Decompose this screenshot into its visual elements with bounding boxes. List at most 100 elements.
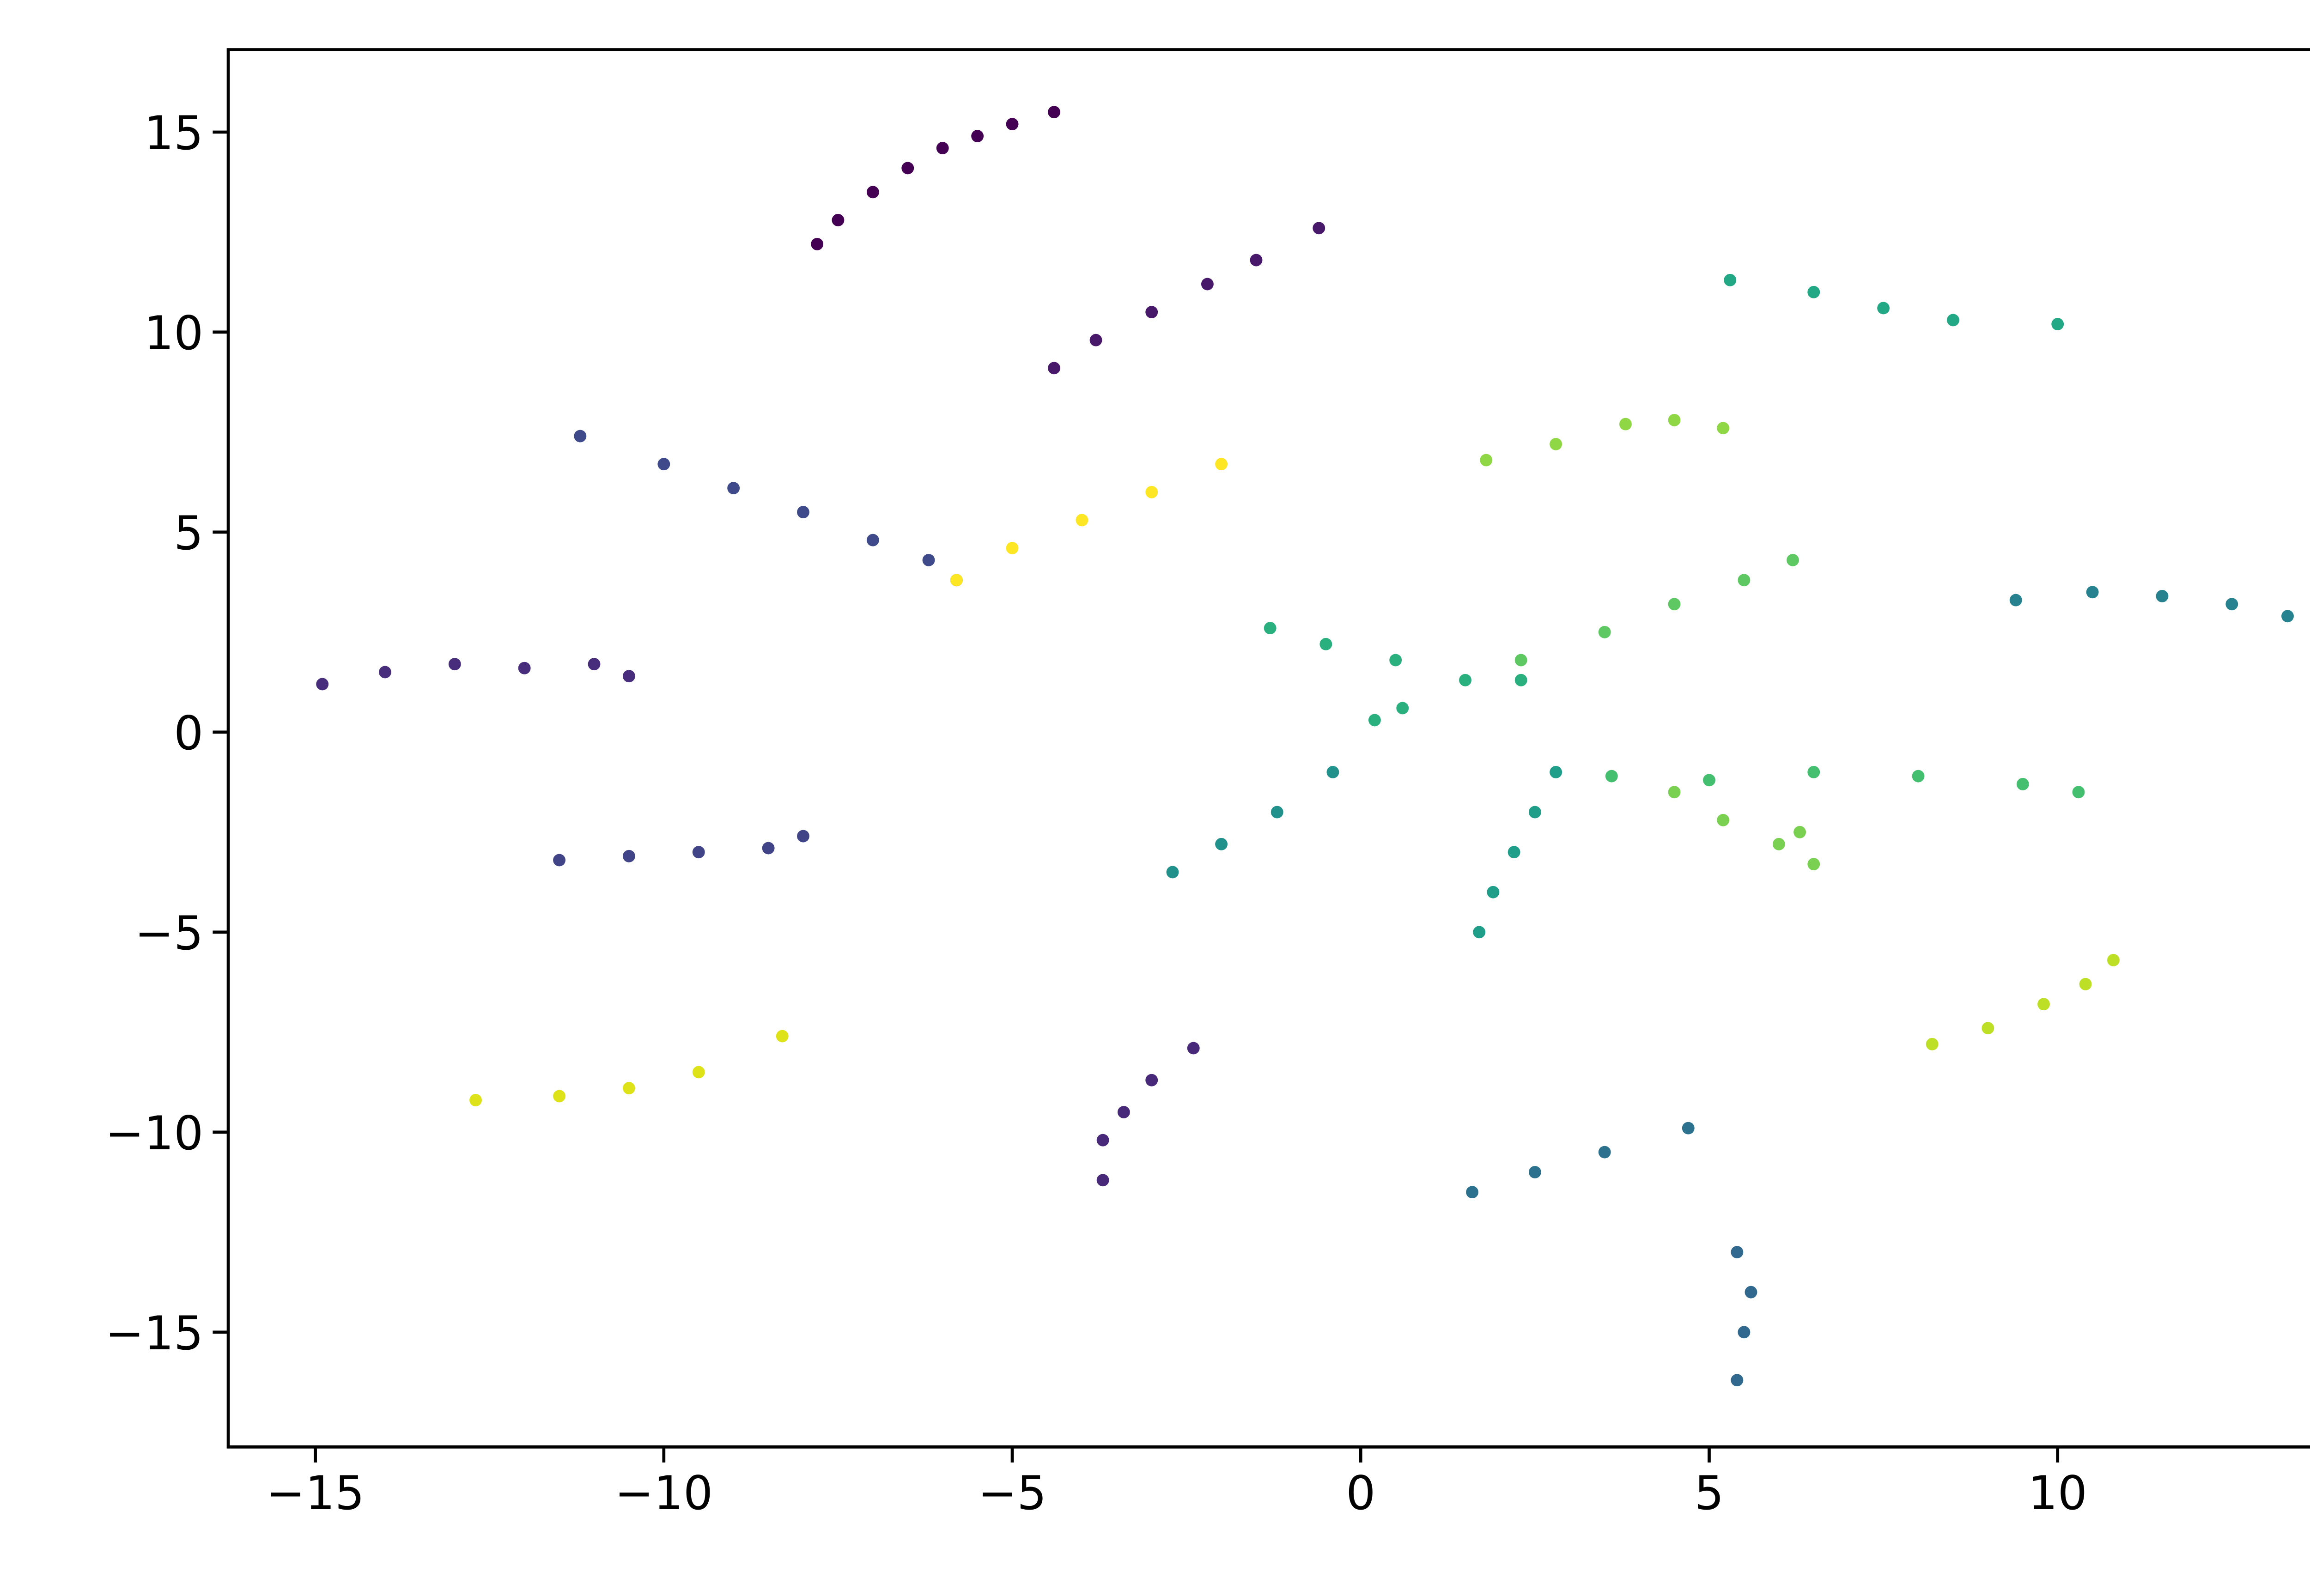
x-tick-label: 0 [1346, 1466, 1375, 1520]
point [1166, 866, 1179, 879]
point [1717, 422, 1730, 435]
point [1528, 1165, 1541, 1178]
point [1514, 674, 1527, 686]
point [1724, 273, 1737, 286]
y-tick-label: 0 [174, 706, 203, 760]
point [2156, 590, 2169, 602]
point [1473, 926, 1486, 939]
x-tick-label: 5 [1694, 1466, 1724, 1520]
point [1250, 254, 1263, 267]
point [1006, 118, 1019, 131]
point [1508, 846, 1520, 859]
point [2037, 998, 2050, 1011]
point [1319, 637, 1332, 650]
point [1550, 437, 1562, 450]
point [2072, 786, 2085, 799]
point [727, 482, 740, 495]
point [1096, 1134, 1109, 1147]
point [1117, 1106, 1130, 1118]
point [588, 658, 601, 671]
x-tick-label: −10 [614, 1466, 713, 1520]
x-tick-label: −5 [978, 1466, 1047, 1520]
point [1326, 766, 1339, 778]
x-tick-label: 10 [2028, 1466, 2087, 1520]
point [1668, 786, 1681, 799]
point [1947, 314, 1959, 327]
point [1745, 1286, 1757, 1299]
point [901, 162, 914, 175]
point [692, 1066, 705, 1079]
point [1912, 770, 1925, 783]
point [1264, 622, 1277, 635]
point [1668, 413, 1681, 426]
x-tick-label: −15 [266, 1466, 365, 1520]
point [866, 534, 879, 546]
point [1926, 1038, 1939, 1050]
point [574, 430, 587, 443]
point [1807, 858, 1820, 871]
point [1731, 1246, 1744, 1259]
point [1076, 514, 1088, 527]
point [1187, 1042, 1200, 1055]
point [971, 130, 984, 143]
point [553, 854, 566, 867]
point [1982, 1022, 1994, 1035]
point [1605, 770, 1618, 783]
point [2225, 598, 2238, 611]
point [692, 846, 705, 859]
point [922, 554, 935, 566]
point [1480, 454, 1493, 467]
point [657, 458, 670, 471]
point [2009, 594, 2022, 607]
point [1048, 362, 1061, 375]
point [1598, 625, 1611, 638]
point [1787, 554, 1799, 566]
y-tick-label: 10 [144, 306, 203, 360]
point [2079, 977, 2092, 990]
point [316, 678, 329, 691]
point [379, 666, 391, 679]
point [553, 1090, 566, 1103]
point [1145, 485, 1158, 498]
point [1389, 654, 1402, 667]
point [1717, 813, 1730, 826]
point [866, 186, 879, 199]
point [1703, 774, 1715, 787]
y-tick-label: 15 [144, 106, 203, 160]
point [1048, 106, 1061, 119]
point [469, 1094, 482, 1107]
y-tick-label: −15 [105, 1306, 204, 1360]
point [518, 661, 531, 674]
point [1514, 654, 1527, 667]
point [622, 670, 635, 683]
y-tick-label: −5 [135, 906, 204, 960]
point [1738, 1326, 1751, 1339]
point [1215, 458, 1228, 471]
point [1396, 702, 1409, 715]
point [1466, 1186, 1479, 1199]
point [1270, 806, 1283, 819]
point [622, 850, 635, 862]
point [1731, 1374, 1744, 1387]
point [1807, 285, 1820, 298]
point [1459, 674, 1471, 686]
point [797, 506, 809, 519]
point [1145, 306, 1158, 319]
point [1877, 302, 1890, 315]
point [2281, 610, 2294, 623]
point [1368, 714, 1381, 727]
point [1619, 418, 1632, 431]
y-tick-label: 5 [174, 506, 203, 560]
point [950, 574, 963, 587]
point [762, 842, 775, 855]
point [1089, 334, 1102, 346]
point [1772, 837, 1785, 850]
point [776, 1030, 789, 1043]
point [1682, 1122, 1695, 1135]
point [1145, 1074, 1158, 1086]
point [2051, 318, 2064, 331]
point [1668, 598, 1681, 611]
